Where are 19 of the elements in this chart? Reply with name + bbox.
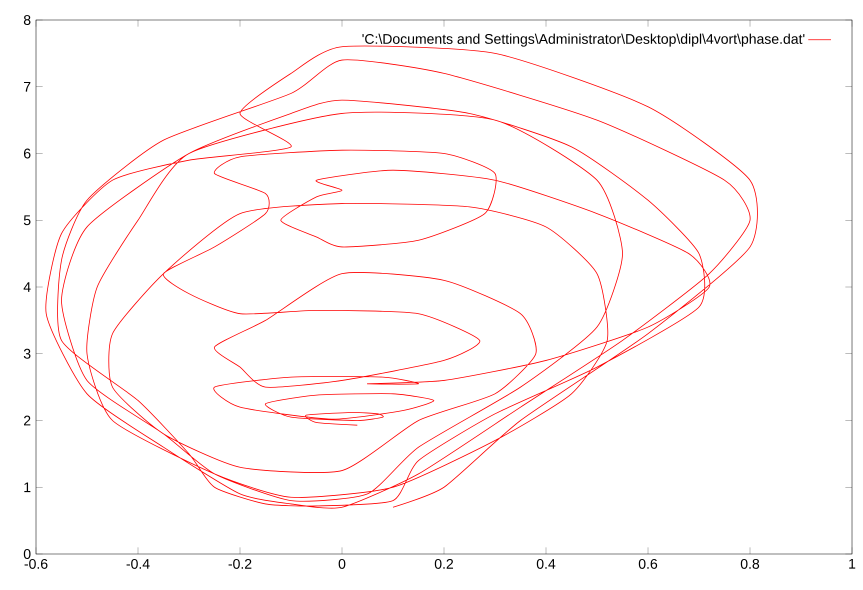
y-tick-label: 5	[24, 215, 30, 226]
legend-label: 'C:\Documents and Settings\Administrator\Desktop\dipl\4vort\phase.dat'	[362, 34, 804, 47]
x-tick-label: -0.2	[228, 558, 252, 569]
y-tick-label: 8	[24, 15, 30, 25]
x-tick-label: 1	[849, 558, 856, 569]
y-tick-label: 0	[24, 549, 31, 559]
x-tick-label: -0.4	[126, 558, 150, 569]
y-tick-label: 2	[24, 416, 30, 426]
y-tick-label: 7	[24, 82, 30, 92]
x-tick-label: -0.6	[24, 558, 48, 569]
x-tick-label: 0.4	[536, 558, 556, 569]
x-tick-label: 0.2	[434, 558, 454, 569]
x-tick-label: 0	[338, 558, 346, 569]
y-tick-label: 4	[24, 282, 31, 292]
y-tick-label: 6	[24, 148, 30, 158]
y-tick-label: 1	[24, 482, 30, 492]
x-tick-label: 0.6	[638, 558, 658, 569]
y-tick-label: 3	[24, 348, 30, 359]
x-tick-label: 0.8	[740, 558, 760, 569]
